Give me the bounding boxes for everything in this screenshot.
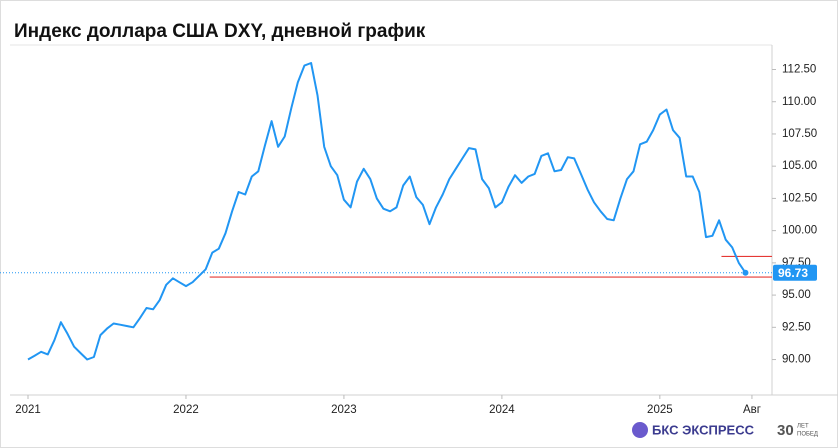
x-tick-label: 2021: [15, 404, 41, 416]
y-tick-label: 95.00: [782, 289, 811, 301]
last-point: [742, 269, 749, 276]
y-tick-label: 110.00: [782, 96, 816, 108]
brand-logo: БКС ЭКСПРЕСС: [652, 422, 755, 437]
brand-badge: 30: [777, 422, 794, 439]
chart-title: Индекс доллара США DXY, дневной график: [14, 21, 426, 42]
price-tag: [773, 264, 817, 281]
brand: БКС ЭКСПРЕСС 30 ЛЕТ ПОБЕД: [632, 422, 818, 439]
brand-badge-top: ЛЕТ: [797, 424, 809, 430]
y-tick-label: 112.50: [782, 64, 816, 76]
y-tick-label: 100.00: [782, 225, 817, 237]
y-tick-label: 90.00: [782, 354, 811, 366]
y-tick-label: 105.00: [782, 160, 817, 172]
brand-badge-bottom: ПОБЕД: [797, 432, 818, 438]
x-tick-label: Авг: [743, 404, 761, 416]
x-tick-label: 2024: [489, 404, 515, 416]
brand-icon: [632, 422, 648, 438]
y-tick-label: 92.50: [782, 321, 811, 333]
x-tick-label: 2022: [173, 404, 199, 416]
x-tick-label: 2023: [331, 404, 357, 416]
x-tick-label: 2025: [647, 404, 673, 416]
series-line: [27, 62, 747, 361]
price-label: 96.73: [778, 266, 808, 280]
y-tick-label: 102.50: [782, 192, 817, 204]
y-tick-label: 107.50: [782, 128, 817, 140]
